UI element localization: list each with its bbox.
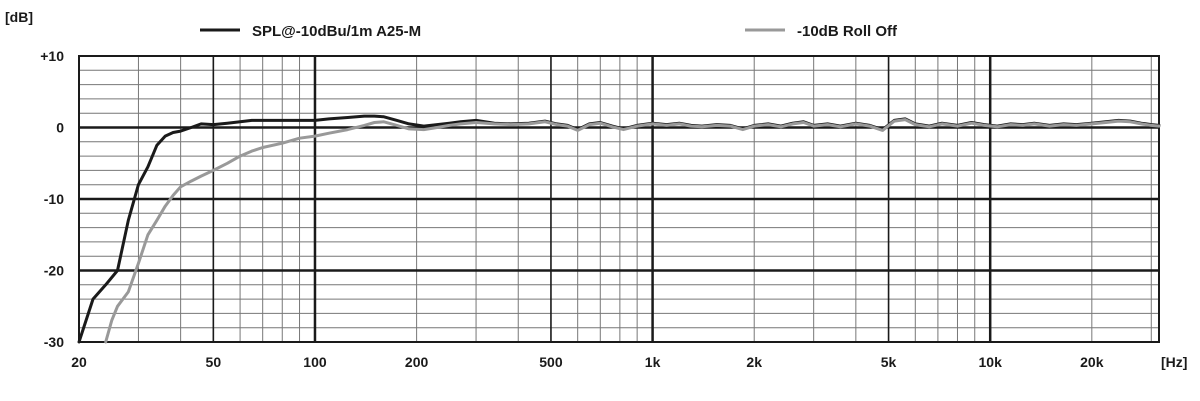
x-tick-label: 200 (405, 354, 429, 370)
x-tick-label: 1k (645, 354, 661, 370)
x-tick-label: 20k (1080, 354, 1104, 370)
series-layer (77, 114, 1161, 344)
legend: SPL@-10dBu/1m A25-M -10dB Roll Off (200, 23, 898, 40)
y-tick-label: +10 (40, 48, 64, 64)
x-tick-label: 50 (206, 354, 222, 370)
x-tick-label: 500 (539, 354, 563, 370)
x-axis-tick-labels: 20 50 100 200 500 1k 2k 5k 10k 20k (71, 354, 1104, 370)
y-axis-tick-labels: +10 0 -10 -20 -30 (40, 48, 64, 350)
y-tick-label: -10 (44, 191, 64, 207)
x-axis-unit-label: [Hz] (1161, 354, 1187, 370)
y-axis-label: [dB] (5, 9, 33, 25)
x-tick-label: 20 (71, 354, 87, 370)
y-tick-label: 0 (56, 120, 64, 136)
x-tick-label: 2k (746, 354, 762, 370)
y-tick-label: -30 (44, 334, 64, 350)
legend-label-2: -10dB Roll Off (797, 23, 898, 40)
x-tick-label: 10k (979, 354, 1003, 370)
x-tick-label: 5k (881, 354, 897, 370)
series-line-2 (104, 118, 1161, 344)
x-tick-label: 100 (303, 354, 327, 370)
legend-label-1: SPL@-10dBu/1m A25-M (252, 23, 421, 40)
y-tick-label: -20 (44, 263, 64, 279)
plot-frame (78, 55, 1160, 343)
